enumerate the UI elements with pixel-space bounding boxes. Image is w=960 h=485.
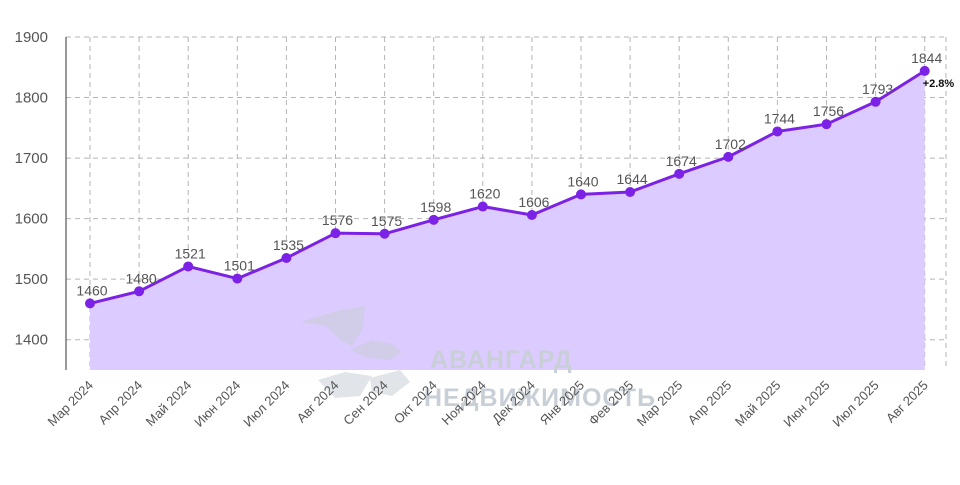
x-tick-label: Май 2024 (143, 378, 195, 430)
data-label: 1620 (469, 186, 500, 202)
series-line (89, 69, 926, 305)
data-point (919, 65, 930, 76)
data-points (85, 65, 930, 309)
y-tick-label: 1400 (15, 332, 48, 349)
data-point (330, 228, 341, 239)
data-label: 1480 (126, 270, 157, 286)
data-label: 1744 (764, 110, 795, 126)
data-labels: 1460 1480 1521 1501 1535 1576 1575 1598 1620 1606… (76, 50, 942, 298)
data-point (625, 186, 636, 197)
data-label: 1674 (666, 153, 697, 169)
data-label: 1640 (567, 173, 598, 189)
data-point (281, 252, 292, 263)
data-point (674, 168, 685, 179)
x-tick-label: Май 2025 (732, 378, 784, 430)
data-point (772, 126, 783, 137)
data-label: 1756 (813, 103, 844, 119)
watermark-line2: НЕДВИЖИМОСТЬ (424, 384, 656, 412)
watermark-logo-icon (300, 306, 410, 398)
series-line-group (89, 69, 926, 305)
data-point (477, 201, 488, 212)
data-point (428, 214, 439, 225)
x-tick-label: Авг 2024 (294, 378, 342, 426)
data-point (232, 273, 243, 284)
data-label: 1460 (76, 282, 107, 298)
data-label: 1598 (420, 199, 451, 215)
area-fill (90, 70, 925, 370)
data-label: 1606 (518, 194, 549, 210)
y-tick-label: 1900 (15, 29, 48, 46)
last-change-label: +2.8% (923, 78, 955, 90)
data-point (85, 298, 95, 309)
data-point (576, 189, 586, 200)
x-tick-label: Апр 2024 (95, 378, 145, 428)
y-tick-label: 1500 (15, 271, 48, 288)
x-tick-label: Июн 2025 (780, 378, 832, 430)
data-label: 1576 (322, 212, 353, 228)
y-tick-label: 1600 (15, 211, 48, 228)
x-tick-label: Апр 2025 (685, 378, 735, 428)
y-axis-ticks: 1400 1500 1600 1700 1800 1900 (15, 29, 48, 349)
area-fill-group (90, 70, 925, 370)
y-tick-label: 1800 (15, 90, 48, 107)
data-point (379, 228, 390, 239)
data-point (134, 286, 145, 297)
data-point (870, 96, 881, 107)
x-tick-label: Мар 2024 (45, 378, 97, 430)
data-point (526, 210, 537, 221)
data-point (183, 261, 194, 272)
data-label: 1702 (715, 136, 746, 152)
watermark: АВАНГАРД НЕДВИЖИМОСТЬ (300, 306, 656, 412)
data-label: 1535 (273, 237, 304, 253)
data-point (821, 119, 832, 130)
x-tick-label: Июл 2024 (240, 378, 292, 430)
x-tick-label: Авг 2025 (883, 378, 931, 426)
data-label: 1521 (175, 245, 206, 261)
y-tick-label: 1700 (15, 150, 48, 167)
data-label: 1844 (911, 50, 942, 66)
x-tick-label: Июл 2025 (829, 378, 881, 430)
data-label: 1644 (617, 171, 648, 187)
data-label: 1501 (224, 258, 255, 274)
data-label: 1793 (862, 81, 893, 97)
watermark-line1: АВАНГАРД (430, 346, 573, 374)
data-point (723, 151, 734, 162)
data-label: 1575 (371, 213, 402, 229)
x-tick-label: Июн 2024 (191, 378, 243, 430)
